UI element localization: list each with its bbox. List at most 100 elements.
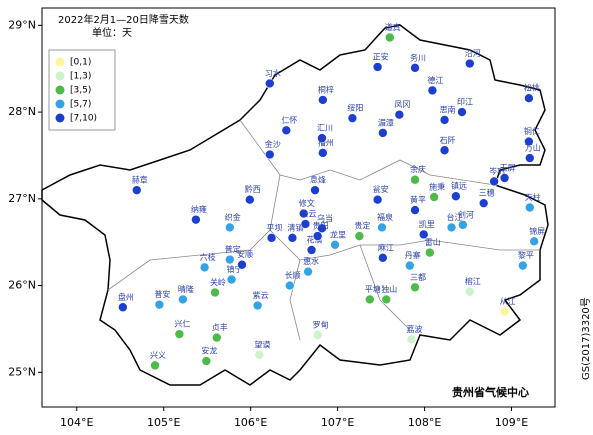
station-point [150, 360, 160, 371]
station-label: 汇川 [317, 124, 333, 133]
station-label: 播州 [318, 137, 334, 147]
station-label: 铜仁 [524, 126, 540, 136]
station-label: 兴仁 [174, 319, 190, 329]
x-tick-label: 107°E [321, 416, 354, 429]
station-label: 纳雍 [191, 204, 207, 214]
station-point [410, 282, 420, 293]
station-point [318, 95, 328, 105]
station-label: 镇宁 [227, 264, 243, 274]
province-outline [41, 24, 549, 386]
station-point [378, 128, 388, 138]
station-label: 石阡 [440, 136, 456, 145]
station-point [300, 219, 311, 229]
y-tick-label: 29°N [8, 18, 36, 31]
station-point [446, 222, 457, 233]
station-label: 万山 [525, 143, 541, 153]
station-point [429, 192, 439, 202]
station-point [245, 194, 255, 205]
station-point [312, 330, 323, 340]
station-label: 雷山 [425, 237, 441, 247]
station-point [372, 62, 383, 72]
station-point [317, 133, 327, 143]
station-point [529, 236, 539, 247]
station-point [354, 231, 365, 241]
station-label: 贵定 [354, 221, 370, 231]
station-label: 德江 [427, 75, 443, 85]
station-point [404, 260, 415, 271]
station-label: 安龙 [201, 346, 217, 356]
station-point [347, 113, 358, 123]
station-point [199, 262, 210, 273]
legend-label: [3,5) [70, 86, 91, 96]
station-point [298, 208, 309, 219]
station-label: 剑河 [458, 209, 474, 219]
station-label: 清镇 [287, 222, 303, 232]
station-point [499, 306, 510, 317]
station-point [154, 299, 165, 310]
station-label: 瓮安 [373, 184, 389, 194]
station-label: 镇远 [451, 181, 467, 191]
station-point [210, 287, 220, 298]
station-point [524, 93, 534, 104]
station-label: 贞丰 [212, 322, 228, 332]
station-point [303, 266, 313, 277]
map-title: 2022年2月1—20日降雪天数 [58, 13, 189, 26]
station-label: 福泉 [377, 212, 393, 222]
station-point [451, 191, 461, 202]
station-point [252, 300, 263, 311]
station-label: 长顺 [285, 270, 301, 280]
station-label: 丹寨 [405, 250, 421, 260]
station-label: 六枝 [200, 252, 216, 262]
station-label: 惠水 [303, 256, 319, 266]
station-point [372, 194, 383, 205]
station-point [306, 245, 317, 255]
station-point [266, 233, 277, 243]
legend-label: [5,7) [70, 100, 91, 110]
station-point [285, 280, 295, 291]
legend-swatch [55, 113, 65, 123]
y-tick-label: 25°N [8, 365, 36, 378]
station-label: 安顺 [237, 249, 253, 259]
station-point [458, 220, 468, 230]
station-label: 黎平 [518, 250, 534, 260]
station-label: 天柱 [525, 192, 541, 202]
station-label: 湄潭 [378, 118, 394, 127]
station-point [265, 149, 275, 160]
station-label: 兴义 [150, 351, 166, 360]
y-tick-label: 28°N [8, 105, 36, 118]
station-point [312, 231, 323, 241]
station-label: 仁怀 [281, 115, 297, 125]
station-point [518, 260, 528, 271]
station-point [364, 294, 375, 305]
legend-label: [7,10) [70, 114, 97, 124]
station-label: 紫云 [253, 291, 269, 300]
station-label: 白云 [300, 208, 316, 218]
station-point [201, 356, 212, 366]
legend-label: [1,3) [70, 72, 91, 82]
station-point [237, 259, 247, 270]
station-point [457, 107, 467, 117]
station-point [439, 145, 450, 156]
station-point [424, 247, 435, 258]
station-point [254, 350, 265, 360]
station-label: 绥阳 [347, 103, 363, 113]
station-label: 关岭 [210, 277, 226, 287]
station-label: 桐梓 [318, 84, 334, 94]
station-label: 三穗 [479, 188, 495, 198]
station-label: 荔波 [407, 324, 423, 334]
map-frame [41, 7, 556, 408]
station-label: 乌当 [317, 213, 333, 223]
station-point [464, 286, 475, 297]
station-point [410, 63, 420, 73]
x-tick-label: 106°E [234, 416, 267, 429]
station-label: 玉屏 [500, 164, 516, 173]
station-point [317, 223, 327, 234]
legend-swatch [55, 71, 65, 81]
station-label: 道真 [385, 22, 401, 32]
station-label: 务川 [410, 52, 426, 62]
station-point [225, 222, 235, 233]
station-label: 三都 [410, 273, 426, 282]
region-boundaries [107, 119, 540, 341]
y-tick-label: 27°N [8, 192, 36, 205]
